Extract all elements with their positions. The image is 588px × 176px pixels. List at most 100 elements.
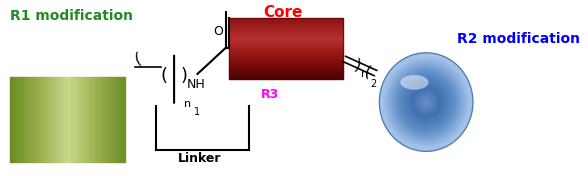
Bar (102, 77, 104, 162)
Bar (111, 77, 113, 162)
Bar (61, 77, 63, 162)
Bar (38, 77, 40, 162)
Bar (99, 77, 102, 162)
Bar (29, 77, 31, 162)
Ellipse shape (414, 89, 439, 115)
Bar (17, 77, 19, 162)
Bar (54, 77, 56, 162)
Bar (11, 77, 13, 162)
Ellipse shape (409, 84, 443, 120)
Ellipse shape (418, 94, 434, 110)
Bar (75, 77, 76, 162)
Bar (229, 38, 343, 39)
Bar (15, 77, 17, 162)
Bar (229, 75, 343, 76)
Ellipse shape (401, 76, 451, 128)
Bar (68, 77, 70, 162)
Bar (229, 53, 343, 55)
Bar (83, 77, 86, 162)
Ellipse shape (386, 59, 467, 145)
Bar (93, 77, 95, 162)
Bar (116, 77, 118, 162)
Bar (118, 77, 120, 162)
Ellipse shape (422, 97, 431, 107)
Bar (229, 78, 343, 79)
Bar (229, 44, 343, 45)
Bar (63, 77, 65, 162)
Bar (229, 45, 343, 47)
Bar (58, 77, 61, 162)
Ellipse shape (396, 71, 456, 133)
Ellipse shape (398, 73, 454, 132)
Bar (56, 77, 58, 162)
Bar (104, 77, 106, 162)
Bar (65, 77, 68, 162)
Ellipse shape (392, 66, 460, 138)
Bar (229, 68, 343, 70)
Ellipse shape (395, 69, 457, 135)
Text: NH: NH (187, 78, 206, 91)
Bar (76, 77, 79, 162)
Bar (52, 77, 54, 162)
Bar (229, 32, 343, 33)
Bar (229, 70, 343, 71)
Bar (19, 77, 22, 162)
Ellipse shape (407, 82, 445, 122)
Bar (113, 77, 116, 162)
Bar (79, 77, 81, 162)
Ellipse shape (400, 75, 429, 90)
Text: R2 modification: R2 modification (457, 32, 580, 46)
Bar (229, 62, 343, 64)
Ellipse shape (382, 56, 470, 148)
Bar (229, 56, 343, 58)
Ellipse shape (379, 53, 473, 151)
Bar (120, 77, 122, 162)
Bar (229, 24, 343, 25)
Bar (122, 77, 125, 162)
Bar (45, 77, 47, 162)
Bar (229, 50, 343, 51)
Bar (229, 39, 343, 41)
Bar (97, 77, 99, 162)
Ellipse shape (390, 64, 462, 140)
Text: Core: Core (263, 5, 303, 20)
Ellipse shape (415, 91, 437, 114)
Text: (: ( (160, 67, 167, 85)
Bar (229, 73, 343, 75)
Ellipse shape (389, 63, 463, 142)
Ellipse shape (423, 99, 429, 105)
Text: Linker: Linker (178, 152, 222, 165)
Ellipse shape (384, 58, 468, 146)
Ellipse shape (405, 79, 448, 125)
Bar (229, 55, 343, 56)
Text: ): ) (181, 67, 188, 85)
Bar (88, 77, 91, 162)
Bar (26, 77, 29, 162)
Text: ): ) (362, 62, 371, 78)
Text: (: ( (133, 50, 142, 66)
Text: n: n (185, 99, 192, 109)
Bar (22, 77, 24, 162)
Bar (229, 42, 343, 44)
Bar (229, 36, 343, 38)
Text: R3: R3 (261, 88, 279, 101)
Bar (229, 28, 343, 30)
Ellipse shape (381, 54, 472, 150)
Ellipse shape (412, 87, 440, 117)
Bar (229, 58, 343, 59)
Bar (13, 77, 15, 162)
Ellipse shape (410, 86, 442, 118)
Bar (86, 77, 88, 162)
Bar (229, 48, 343, 50)
Bar (31, 77, 34, 162)
Text: R1 modification: R1 modification (11, 9, 133, 23)
Bar (24, 77, 26, 162)
Text: 2: 2 (370, 80, 377, 89)
Bar (229, 61, 343, 62)
Ellipse shape (387, 61, 465, 143)
Bar (47, 77, 49, 162)
Bar (229, 59, 343, 61)
Bar (91, 77, 93, 162)
Ellipse shape (425, 100, 427, 104)
Text: O: O (213, 25, 223, 38)
